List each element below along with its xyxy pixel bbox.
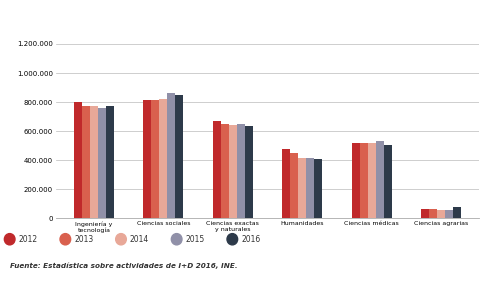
Ellipse shape <box>4 234 15 245</box>
Bar <box>82 106 90 218</box>
Bar <box>306 158 314 218</box>
Text: Gráfico 9. Distribución del gasto en I+D en la enseñanza superior por campos cie: Gráfico 9. Distribución del gasto en I+D… <box>6 12 440 22</box>
Bar <box>229 125 237 218</box>
Text: 2013: 2013 <box>74 235 93 244</box>
Bar <box>290 153 298 218</box>
Bar <box>367 144 376 218</box>
Bar <box>98 108 106 218</box>
Bar <box>90 106 98 218</box>
Text: 2016: 2016 <box>241 235 260 244</box>
Bar <box>360 144 367 218</box>
Bar <box>376 141 383 218</box>
Bar <box>151 100 159 218</box>
Bar <box>221 124 229 218</box>
Bar <box>213 121 221 218</box>
Text: 2014: 2014 <box>130 235 149 244</box>
Bar <box>143 100 151 218</box>
Bar <box>175 95 183 218</box>
Bar <box>74 102 82 218</box>
Bar <box>167 93 175 218</box>
Bar <box>237 124 245 218</box>
Text: Fuente: Estadística sobre actividades de I+D 2016, INE.: Fuente: Estadística sobre actividades de… <box>10 263 237 269</box>
Bar <box>159 99 167 218</box>
Bar <box>282 149 290 218</box>
Bar <box>453 207 461 218</box>
Bar <box>445 209 453 218</box>
Bar <box>383 145 392 218</box>
Ellipse shape <box>171 234 182 245</box>
Bar <box>437 209 445 218</box>
Bar <box>421 209 429 218</box>
Ellipse shape <box>227 234 238 245</box>
Bar <box>298 158 306 218</box>
Ellipse shape <box>60 234 71 245</box>
Ellipse shape <box>116 234 126 245</box>
Bar <box>314 159 322 218</box>
Bar <box>245 126 253 218</box>
Bar <box>106 106 114 218</box>
Text: 2012: 2012 <box>18 235 38 244</box>
Bar <box>351 144 360 218</box>
Text: 2015: 2015 <box>185 235 205 244</box>
Bar <box>429 209 437 218</box>
